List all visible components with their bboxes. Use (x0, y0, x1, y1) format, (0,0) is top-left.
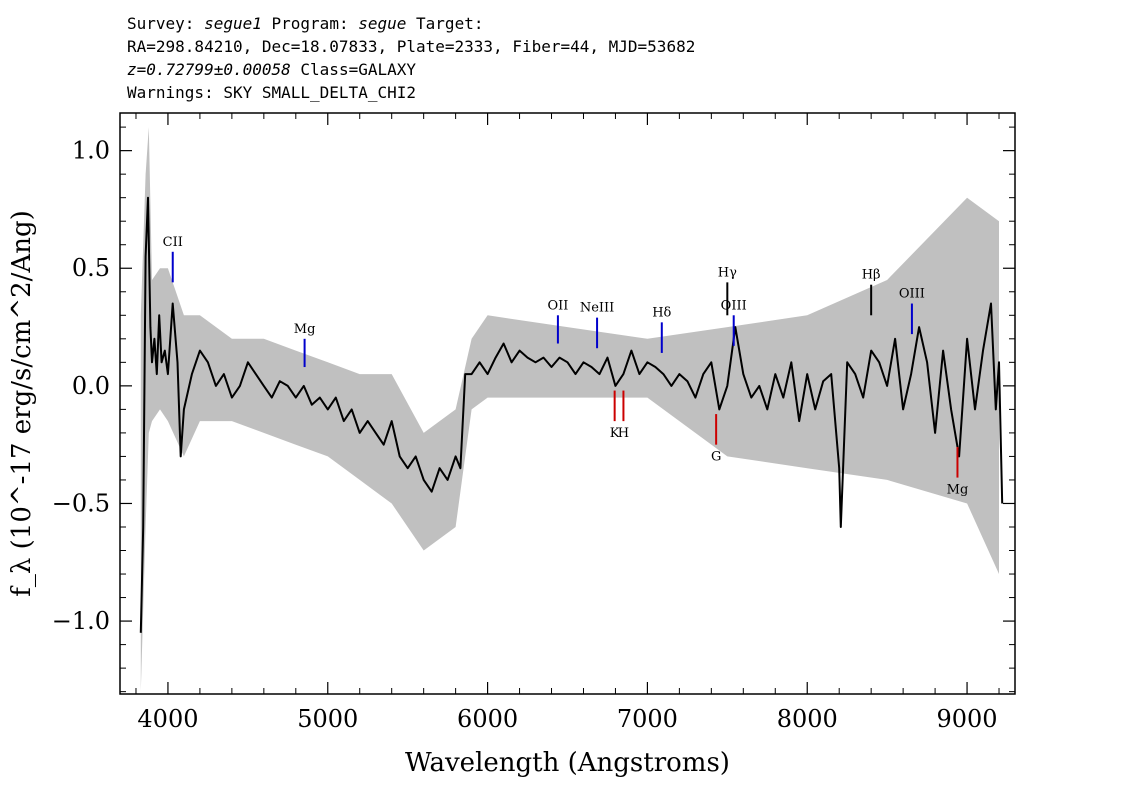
emission-line-label: Mg (294, 322, 316, 337)
survey-value: segue1 (204, 14, 262, 33)
emission-line-label: OIII (899, 287, 925, 302)
x-tick-label: 5000 (297, 705, 358, 733)
y-tick-label: 0.0 (72, 372, 110, 400)
emission-line-label: OIII (721, 298, 747, 313)
survey-label: Survey: (127, 14, 195, 33)
target-label: Target: (416, 14, 484, 33)
x-tick-label: 8000 (777, 705, 838, 733)
header-line-coords: RA=298.84210, Dec=18.07833, Plate=2333, … (127, 37, 696, 56)
y-tick-label: −0.5 (52, 489, 110, 517)
absorption-line-label: K (610, 426, 620, 441)
emission-line-label: OII (547, 298, 568, 313)
x-axis-title: Wavelength (Angstroms) (405, 748, 730, 778)
class-value: Class=GALAXY (300, 60, 416, 79)
spectral-lines-group: CII Mg OII NeIII Hδ Hγ OIII Hβ OIII KH G Mg (163, 235, 969, 498)
emission-line-label: Hδ (652, 305, 671, 320)
emission-line-label: NeIII (580, 301, 614, 316)
header-line-survey: Survey: segue1 Program: segue Target: (127, 12, 1027, 35)
y-tick-label: 1.0 (72, 137, 110, 165)
y-axis-title: f_λ (10^-17 erg/s/cm^2/Ang) (7, 210, 37, 596)
flux-line (139, 196, 1004, 633)
program-value: segue (358, 14, 407, 33)
y-tick-label: 0.5 (72, 254, 110, 282)
redshift-value: z=0.72799±0.00058 (127, 60, 291, 79)
header-line-redshift: z=0.72799±0.00058 Class=GALAXY (127, 58, 1027, 81)
header-line-warnings: Warnings: SKY SMALL_DELTA_CHI2 (127, 83, 416, 102)
x-tick-label: 6000 (457, 705, 518, 733)
x-tick-label: 4000 (137, 705, 198, 733)
spectrum-header: Survey: segue1 Program: segue Target: RA… (127, 12, 1027, 104)
y-tick-label: −1.0 (52, 607, 110, 635)
uncertainty-band (140, 127, 1000, 692)
program-label: Program: (271, 14, 349, 33)
x-tick-label: 9000 (937, 705, 998, 733)
x-tick-label: 7000 (617, 705, 678, 733)
uncertainty-band-group (140, 127, 1000, 692)
plot-frame (119, 112, 1016, 695)
absorption-line-label: G (711, 450, 721, 465)
emission-line-label: Hγ (718, 265, 737, 280)
absorption-line-label: Mg (947, 483, 969, 498)
axis-ticks-group: 4000 5000 6000 7000 8000 9000 −1.0 −0.5 0.0 0.5 1.… (52, 113, 1015, 733)
emission-line-label: CII (163, 235, 183, 250)
emission-line-label: Hβ (862, 268, 881, 283)
absorption-line-label: H (618, 426, 629, 441)
flux-line-group (139, 196, 1004, 633)
